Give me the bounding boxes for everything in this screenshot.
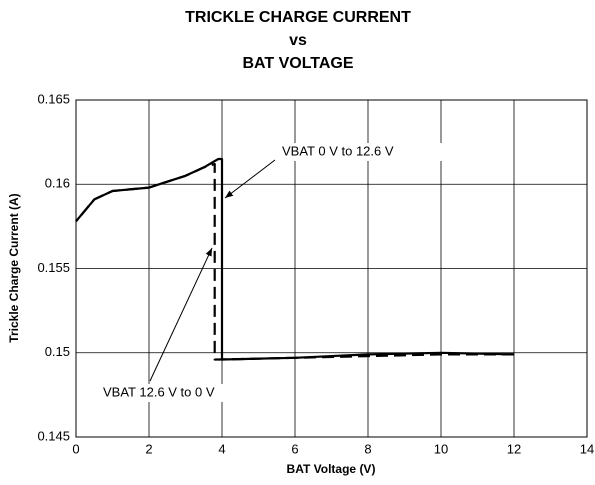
annotation-bg [279, 143, 447, 161]
data-line [75, 157, 515, 361]
y-tick-label: 0.16 [45, 176, 70, 191]
y-tick-label: 0.165 [37, 91, 70, 106]
annotation-bg [100, 384, 268, 402]
y-tick-label: 0.155 [37, 260, 70, 275]
x-tick-label: 8 [364, 441, 371, 456]
y-tick-label: 0.15 [45, 344, 70, 359]
chart-title: TRICKLE CHARGE CURRENT [185, 9, 411, 26]
x-tick-label: 14 [580, 441, 594, 456]
x-tick-label: 0 [72, 441, 79, 456]
chart-title: BAT VOLTAGE [242, 55, 353, 72]
y-axis-label: Trickle Charge Current (A) [7, 193, 21, 342]
x-tick-label: 6 [291, 441, 298, 456]
y-tick-label: 0.145 [37, 428, 70, 443]
x-tick-label: 10 [434, 441, 448, 456]
plot-frame [75, 99, 588, 438]
x-tick-label: 12 [507, 441, 521, 456]
chart-title: vs [289, 32, 307, 49]
x-tick-label: 4 [218, 441, 225, 456]
annotation: VBAT 0 V to 12.6 V [282, 143, 394, 158]
annotation-arrow [149, 247, 213, 382]
x-tick-label: 2 [145, 441, 152, 456]
annotation-arrow [224, 159, 276, 199]
x-axis-label: BAT Voltage (V) [287, 462, 376, 476]
annotation: VBAT 12.6 V to 0 V [103, 384, 215, 399]
